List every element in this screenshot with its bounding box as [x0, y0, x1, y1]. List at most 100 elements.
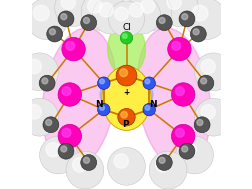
Circle shape: [166, 0, 181, 9]
Circle shape: [193, 117, 209, 133]
Circle shape: [81, 0, 118, 30]
Circle shape: [181, 14, 187, 20]
Text: P: P: [122, 120, 128, 129]
Circle shape: [119, 69, 127, 77]
Circle shape: [196, 119, 202, 125]
Circle shape: [62, 87, 71, 96]
Ellipse shape: [100, 76, 152, 113]
Circle shape: [83, 157, 89, 163]
Circle shape: [80, 15, 96, 31]
Text: Cl: Cl: [121, 23, 131, 32]
Circle shape: [171, 124, 194, 148]
Circle shape: [122, 0, 160, 34]
Ellipse shape: [102, 66, 150, 130]
Circle shape: [49, 29, 55, 35]
Circle shape: [181, 143, 196, 157]
Circle shape: [99, 105, 104, 110]
Circle shape: [62, 128, 71, 137]
Circle shape: [27, 59, 41, 74]
Circle shape: [167, 37, 190, 61]
Text: N: N: [149, 100, 156, 109]
Circle shape: [80, 155, 96, 170]
Circle shape: [149, 151, 186, 189]
Circle shape: [192, 29, 198, 35]
Circle shape: [42, 78, 48, 84]
Circle shape: [122, 34, 127, 38]
Circle shape: [140, 0, 154, 13]
Circle shape: [39, 136, 77, 174]
Circle shape: [58, 83, 81, 106]
Circle shape: [60, 14, 67, 20]
Circle shape: [114, 7, 128, 21]
Circle shape: [142, 103, 155, 116]
Circle shape: [108, 1, 144, 37]
Circle shape: [97, 103, 110, 116]
Ellipse shape: [136, 28, 210, 169]
Circle shape: [33, 5, 49, 21]
Circle shape: [66, 151, 103, 189]
Circle shape: [62, 37, 85, 61]
Circle shape: [190, 26, 205, 42]
Circle shape: [181, 146, 187, 152]
Circle shape: [171, 83, 194, 106]
Circle shape: [60, 146, 67, 152]
Circle shape: [175, 136, 213, 174]
Circle shape: [156, 155, 172, 170]
Circle shape: [39, 75, 55, 91]
Circle shape: [72, 158, 86, 172]
Circle shape: [184, 0, 226, 40]
Circle shape: [114, 154, 128, 168]
Circle shape: [194, 53, 231, 91]
Circle shape: [58, 124, 81, 148]
Circle shape: [58, 11, 74, 27]
Circle shape: [159, 157, 165, 163]
Circle shape: [26, 0, 68, 40]
Circle shape: [178, 11, 194, 27]
Circle shape: [83, 17, 89, 23]
Circle shape: [159, 17, 165, 23]
Circle shape: [175, 128, 184, 137]
Circle shape: [142, 77, 155, 89]
Circle shape: [120, 32, 132, 44]
Circle shape: [200, 78, 206, 84]
Circle shape: [116, 65, 136, 86]
Circle shape: [129, 3, 143, 17]
Circle shape: [144, 79, 149, 84]
Circle shape: [27, 105, 41, 119]
Circle shape: [160, 0, 198, 26]
Text: N: N: [95, 100, 103, 109]
Circle shape: [178, 143, 194, 159]
Circle shape: [200, 59, 214, 74]
Circle shape: [120, 112, 127, 118]
Circle shape: [99, 79, 104, 84]
Circle shape: [144, 105, 149, 110]
Circle shape: [194, 98, 231, 136]
Circle shape: [200, 105, 214, 119]
Circle shape: [134, 0, 171, 30]
Circle shape: [54, 0, 92, 26]
Circle shape: [155, 158, 169, 172]
Circle shape: [197, 75, 213, 91]
Text: +: +: [123, 88, 129, 97]
Circle shape: [43, 117, 59, 133]
Circle shape: [107, 147, 145, 185]
Ellipse shape: [42, 28, 116, 169]
Circle shape: [21, 98, 58, 136]
Circle shape: [171, 41, 180, 50]
Circle shape: [97, 77, 110, 89]
Circle shape: [99, 3, 113, 17]
Ellipse shape: [107, 23, 145, 76]
Circle shape: [61, 0, 75, 9]
Circle shape: [192, 5, 207, 21]
Circle shape: [156, 15, 172, 31]
Circle shape: [46, 143, 60, 157]
Circle shape: [21, 53, 58, 91]
Circle shape: [58, 143, 74, 159]
Circle shape: [66, 41, 74, 50]
Circle shape: [87, 0, 102, 13]
Circle shape: [117, 108, 135, 126]
Circle shape: [47, 26, 62, 42]
Circle shape: [92, 0, 130, 34]
Circle shape: [45, 119, 51, 125]
Circle shape: [175, 87, 184, 96]
